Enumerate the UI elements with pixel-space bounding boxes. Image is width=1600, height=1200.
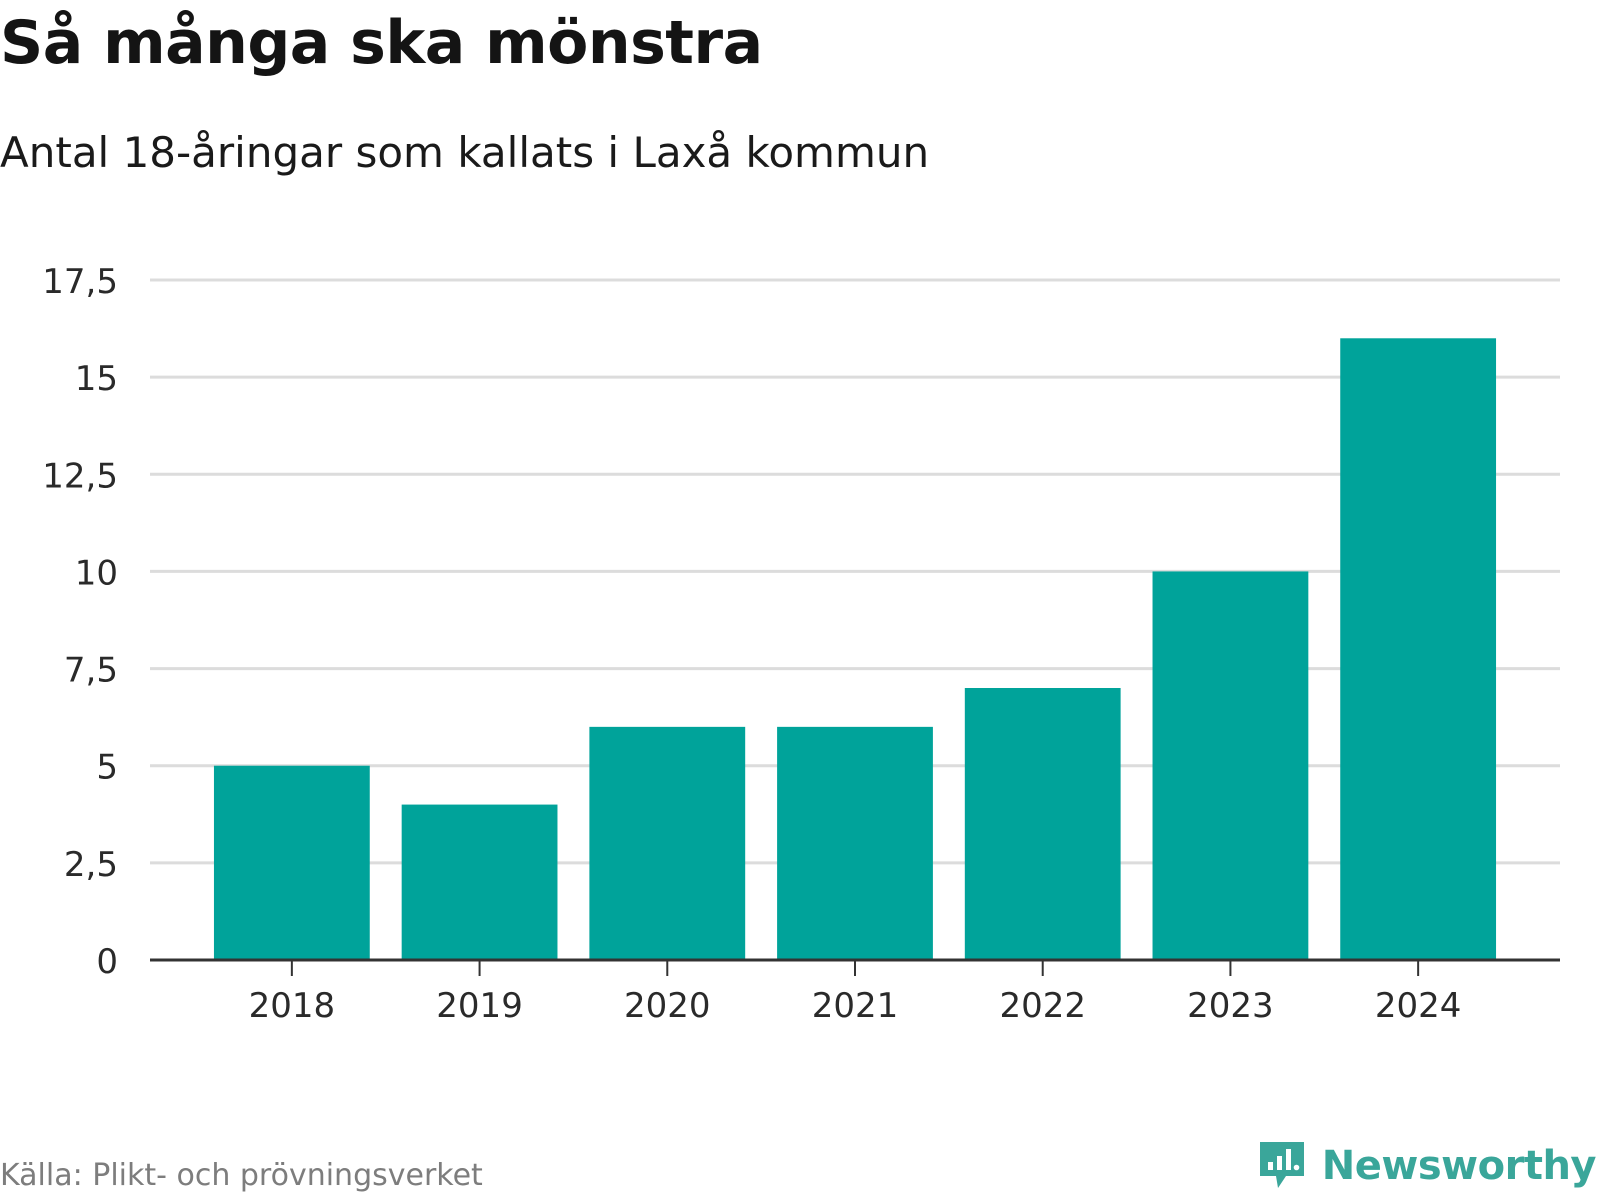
y-tick-label: 10 [75, 553, 118, 593]
bar-chart: 0 2,5 5 7,5 10 12,5 15 17,5 2018 2019 2020 2021 202… [42, 262, 1560, 1026]
brand-name: Newsworthy [1321, 1143, 1597, 1189]
source-note: Källa: Plikt- och prövningsverket [0, 1158, 483, 1193]
y-tick-label: 15 [75, 359, 118, 399]
y-tick-label: 5 [96, 748, 118, 788]
x-tick-label: 2020 [624, 986, 711, 1026]
x-tick-label: 2021 [812, 986, 899, 1026]
x-tick-label: 2022 [999, 986, 1086, 1026]
y-axis-ticks: 0 2,5 5 7,5 10 12,5 15 17,5 [42, 262, 118, 982]
chart-title: Så många ska mönstra [0, 8, 763, 78]
y-tick-label: 0 [96, 942, 118, 982]
x-tick-label: 2018 [249, 986, 336, 1026]
x-tick-label: 2023 [1187, 986, 1274, 1026]
y-tick-label: 2,5 [64, 845, 118, 885]
bar-2021 [777, 726, 933, 960]
x-tick-label: 2024 [1375, 986, 1462, 1026]
bar-2024 [1340, 338, 1497, 960]
bar-2020 [589, 726, 746, 960]
x-axis: 2018 2019 2020 2021 2022 2023 2024 [150, 958, 1560, 1026]
y-tick-label: 7,5 [64, 651, 118, 691]
x-tick-label: 2019 [436, 986, 523, 1026]
bars [213, 338, 1497, 960]
bar-2022 [964, 688, 1121, 960]
chart-subtitle: Antal 18-åringar som kallats i Laxå komm… [0, 128, 930, 177]
newsworthy-logo-icon [1259, 1142, 1304, 1188]
brand-logo[interactable]: Newsworthy [1256, 1140, 1597, 1192]
bar-2018 [213, 765, 370, 960]
bar-2023 [1152, 571, 1309, 960]
bar-2019 [401, 804, 558, 960]
y-tick-label: 12,5 [42, 456, 118, 496]
gridlines [150, 278, 1560, 865]
y-tick-label: 17,5 [42, 262, 118, 302]
